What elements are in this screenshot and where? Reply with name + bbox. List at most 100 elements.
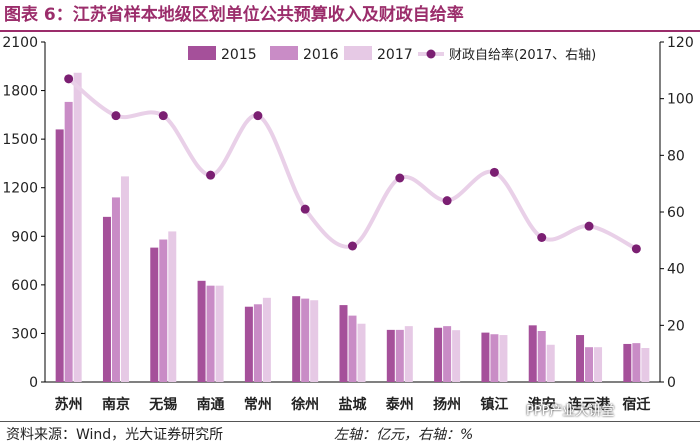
bar-2015 [55,129,64,382]
left-tick-label: 600 [11,278,38,294]
ratio-marker [442,196,452,206]
x-tick-label: 淮安 [528,396,556,413]
left-y-ticks: 0 300 600 900 1200 1500 1800 2100 [2,35,45,391]
left-tick-label: 2100 [2,35,38,51]
legend-label: 2015 [221,47,257,63]
bar-2017 [168,231,177,382]
bar-2016 [585,347,594,382]
right-tick-label: 0 [667,375,676,391]
x-tick-label: 泰州 [385,396,414,413]
bar-2016 [632,343,641,382]
x-tick-label: 盐城 [339,396,367,413]
ratio-marker [537,233,547,242]
x-tick-label: 常州 [244,396,272,413]
figure-title: 图表 6：江苏省样本地级区划单位公共预算收入及财政自给率 [4,5,464,25]
legend-swatch [270,46,298,60]
bar-2015 [339,305,348,382]
bar-2017 [310,300,319,382]
x-tick-labels: 苏州 南京 无锡 南通 常州 徐州 盐城 泰州 扬州 镇江 淮安 连云港 宿迁 [55,396,651,413]
left-tick-label: 0 [29,375,38,391]
legend-label: 财政自给率(2017、右轴) [449,47,596,63]
bar-2015 [150,247,159,382]
bar-2017 [262,297,271,382]
x-tick-label: 南通 [197,396,225,413]
ratio-marker [64,74,74,84]
bar-2017 [452,330,461,382]
bar-2015 [244,306,253,382]
watermark: PPP产业大讲堂 [526,404,615,419]
ratio-marker [584,221,594,231]
bar-2017 [499,335,508,382]
ratio-marker [631,244,641,254]
x-tick-label: 宿迁 [622,396,650,413]
legend-swatch [188,46,216,60]
right-tick-label: 20 [667,318,685,334]
bar-2016 [301,298,310,382]
bar-2017 [357,323,366,382]
right-tick-label: 40 [667,262,685,278]
legend-label: 2017 [377,47,413,63]
x-tick-label: 扬州 [433,396,461,413]
bar-2015 [197,280,206,382]
bar-2015 [623,343,632,382]
ratio-marker [253,111,263,121]
bar-2017 [404,326,413,382]
chart: 0 300 600 900 1200 1500 1800 2100 0 20 40 60 80 100 1… [2,35,694,413]
left-tick-label: 1800 [2,84,38,100]
ratio-marker [395,173,405,183]
ratio-marker [111,111,121,121]
ratio-marker [206,170,216,180]
x-tick-label: 无锡 [148,396,177,413]
bar-2015 [292,296,301,382]
bar-2017 [546,344,555,382]
legend-swatch [344,46,372,60]
ratio-line [67,77,638,251]
bar-2017 [215,285,224,382]
bar-2015 [528,325,537,382]
legend-marker [426,49,436,59]
bar-2016 [64,101,73,383]
bar-2015 [434,327,443,382]
unit-note: 左轴：亿元，右轴：% [334,427,474,443]
x-tick-label: 苏州 [55,396,83,413]
bar-2015 [576,335,585,382]
bar-2017 [594,347,603,382]
legend: 2015 2016 2017 财政自给率(2017、右轴) [188,46,596,63]
bars [55,72,650,383]
bar-2016 [490,334,499,382]
bar-2016 [111,197,120,382]
bar-2016 [443,326,452,382]
legend-label: 2016 [303,47,339,63]
title-rule [0,30,700,32]
ratio-marker [300,204,310,214]
bar-2017 [73,72,82,382]
right-tick-label: 60 [667,205,685,221]
left-tick-label: 1500 [2,132,38,148]
left-tick-label: 1200 [2,181,38,197]
ratio-marker [348,241,357,251]
ratio-marker [489,167,499,177]
x-tick-label: 南京 [102,396,130,413]
source-rule [0,421,700,422]
bar-2017 [120,176,129,382]
ratio-marker [158,111,168,121]
bar-2016 [348,315,357,382]
right-y-ticks: 0 20 40 60 80 100 120 [660,35,694,391]
bar-2015 [386,329,395,382]
right-tick-label: 80 [667,148,685,164]
x-tick-label: 连云港 [568,396,611,413]
bar-2016 [206,285,215,382]
x-tick-label: 镇江 [480,396,508,413]
ratio-markers [64,74,641,254]
source-note: 资料来源：Wind，光大证券研究所 [6,427,224,443]
left-tick-label: 900 [11,229,38,245]
bar-2016 [395,329,404,382]
x-tick-label: 徐州 [290,396,319,413]
bar-2016 [253,304,262,382]
right-tick-label: 120 [667,35,694,51]
bar-2016 [159,239,168,382]
bar-2016 [537,331,546,382]
left-tick-label: 300 [11,326,38,342]
right-tick-label: 100 [667,92,694,108]
bar-2017 [641,348,650,382]
